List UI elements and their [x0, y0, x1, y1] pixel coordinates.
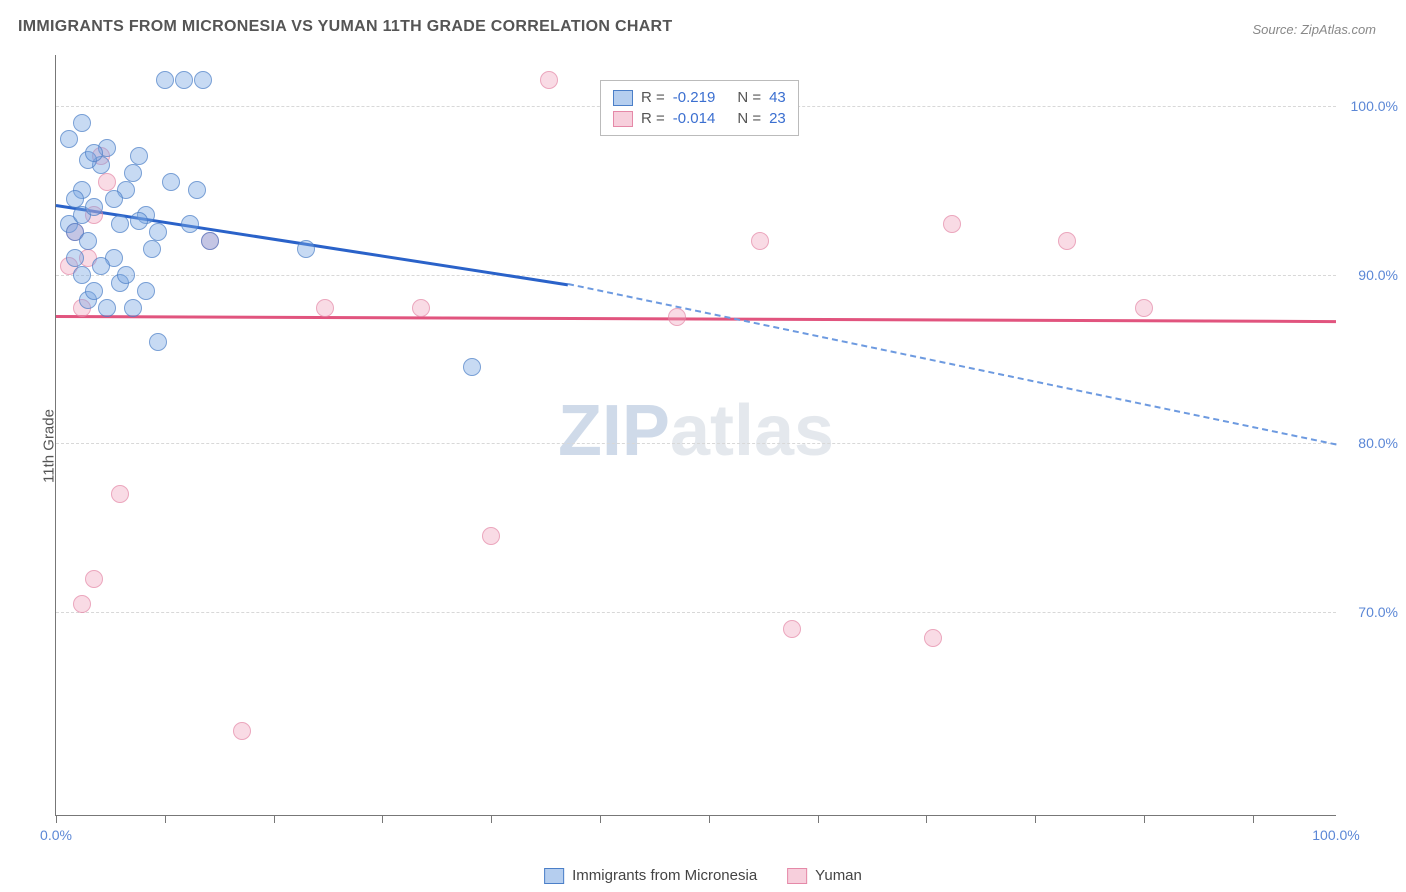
gridline — [56, 443, 1336, 444]
data-point — [316, 299, 334, 317]
legend-item: Yuman — [787, 867, 862, 884]
regression-line — [568, 283, 1336, 445]
legend-swatch — [544, 868, 564, 884]
data-point — [66, 249, 84, 267]
data-point — [98, 173, 116, 191]
plot-area: ZIPatlas 70.0%80.0%90.0%100.0%0.0%100.0%… — [55, 55, 1336, 816]
legend-swatch — [787, 868, 807, 884]
data-point — [137, 282, 155, 300]
y-tick-label: 80.0% — [1358, 435, 1398, 451]
data-point — [463, 358, 481, 376]
data-point — [297, 240, 315, 258]
n-label: N = — [737, 89, 761, 106]
n-value: 23 — [769, 110, 786, 127]
watermark-pre: ZIP — [558, 391, 670, 471]
data-point — [111, 485, 129, 503]
data-point — [73, 266, 91, 284]
data-point — [1135, 299, 1153, 317]
y-tick-label: 90.0% — [1358, 267, 1398, 283]
data-point — [117, 266, 135, 284]
data-point — [149, 333, 167, 351]
data-point — [156, 71, 174, 89]
y-tick-label: 100.0% — [1351, 98, 1398, 114]
watermark-post: atlas — [670, 391, 834, 471]
data-point — [194, 71, 212, 89]
r-value: -0.219 — [673, 89, 716, 106]
data-point — [201, 232, 219, 250]
legend-stats-box: R = -0.219 N = 43 R = -0.014 N = 23 — [600, 80, 799, 136]
x-tick — [926, 815, 927, 823]
x-tick — [1253, 815, 1254, 823]
data-point — [85, 570, 103, 588]
data-point — [783, 620, 801, 638]
x-tick — [1144, 815, 1145, 823]
x-tick — [818, 815, 819, 823]
data-point — [85, 198, 103, 216]
data-point — [130, 147, 148, 165]
x-tick — [600, 815, 601, 823]
data-point — [73, 114, 91, 132]
x-tick — [56, 815, 57, 823]
n-value: 43 — [769, 89, 786, 106]
source-label: Source: ZipAtlas.com — [1252, 22, 1376, 37]
data-point — [60, 130, 78, 148]
data-point — [79, 232, 97, 250]
legend-swatch — [613, 90, 633, 106]
data-point — [540, 71, 558, 89]
data-point — [175, 71, 193, 89]
data-point — [92, 257, 110, 275]
x-tick — [382, 815, 383, 823]
x-tick — [709, 815, 710, 823]
data-point — [85, 144, 103, 162]
data-point — [98, 299, 116, 317]
data-point — [66, 190, 84, 208]
data-point — [233, 722, 251, 740]
chart-title: IMMIGRANTS FROM MICRONESIA VS YUMAN 11TH… — [18, 18, 672, 36]
data-point — [124, 164, 142, 182]
legend-label: Yuman — [815, 867, 862, 884]
data-point — [412, 299, 430, 317]
x-tick — [491, 815, 492, 823]
data-point — [105, 190, 123, 208]
data-point — [124, 299, 142, 317]
y-tick-label: 70.0% — [1358, 604, 1398, 620]
data-point — [188, 181, 206, 199]
x-tick — [1035, 815, 1036, 823]
watermark: ZIPatlas — [558, 390, 834, 472]
r-label: R = — [641, 89, 665, 106]
legend-label: Immigrants from Micronesia — [572, 867, 757, 884]
data-point — [1058, 232, 1076, 250]
data-point — [162, 173, 180, 191]
x-tick — [165, 815, 166, 823]
r-label: R = — [641, 110, 665, 127]
legend-swatch — [613, 111, 633, 127]
x-tick-label: 0.0% — [40, 827, 72, 843]
data-point — [668, 308, 686, 326]
x-tick-label: 100.0% — [1312, 827, 1359, 843]
n-label: N = — [737, 110, 761, 127]
data-point — [149, 223, 167, 241]
legend-item: Immigrants from Micronesia — [544, 867, 757, 884]
bottom-legend: Immigrants from Micronesia Yuman — [544, 867, 862, 884]
legend-stats-row: R = -0.219 N = 43 — [613, 87, 786, 108]
data-point — [130, 212, 148, 230]
data-point — [943, 215, 961, 233]
data-point — [482, 527, 500, 545]
gridline — [56, 612, 1336, 613]
data-point — [181, 215, 199, 233]
data-point — [85, 282, 103, 300]
data-point — [73, 595, 91, 613]
data-point — [751, 232, 769, 250]
data-point — [111, 215, 129, 233]
data-point — [143, 240, 161, 258]
legend-stats-row: R = -0.014 N = 23 — [613, 108, 786, 129]
x-tick — [274, 815, 275, 823]
data-point — [924, 629, 942, 647]
r-value: -0.014 — [673, 110, 716, 127]
gridline — [56, 275, 1336, 276]
